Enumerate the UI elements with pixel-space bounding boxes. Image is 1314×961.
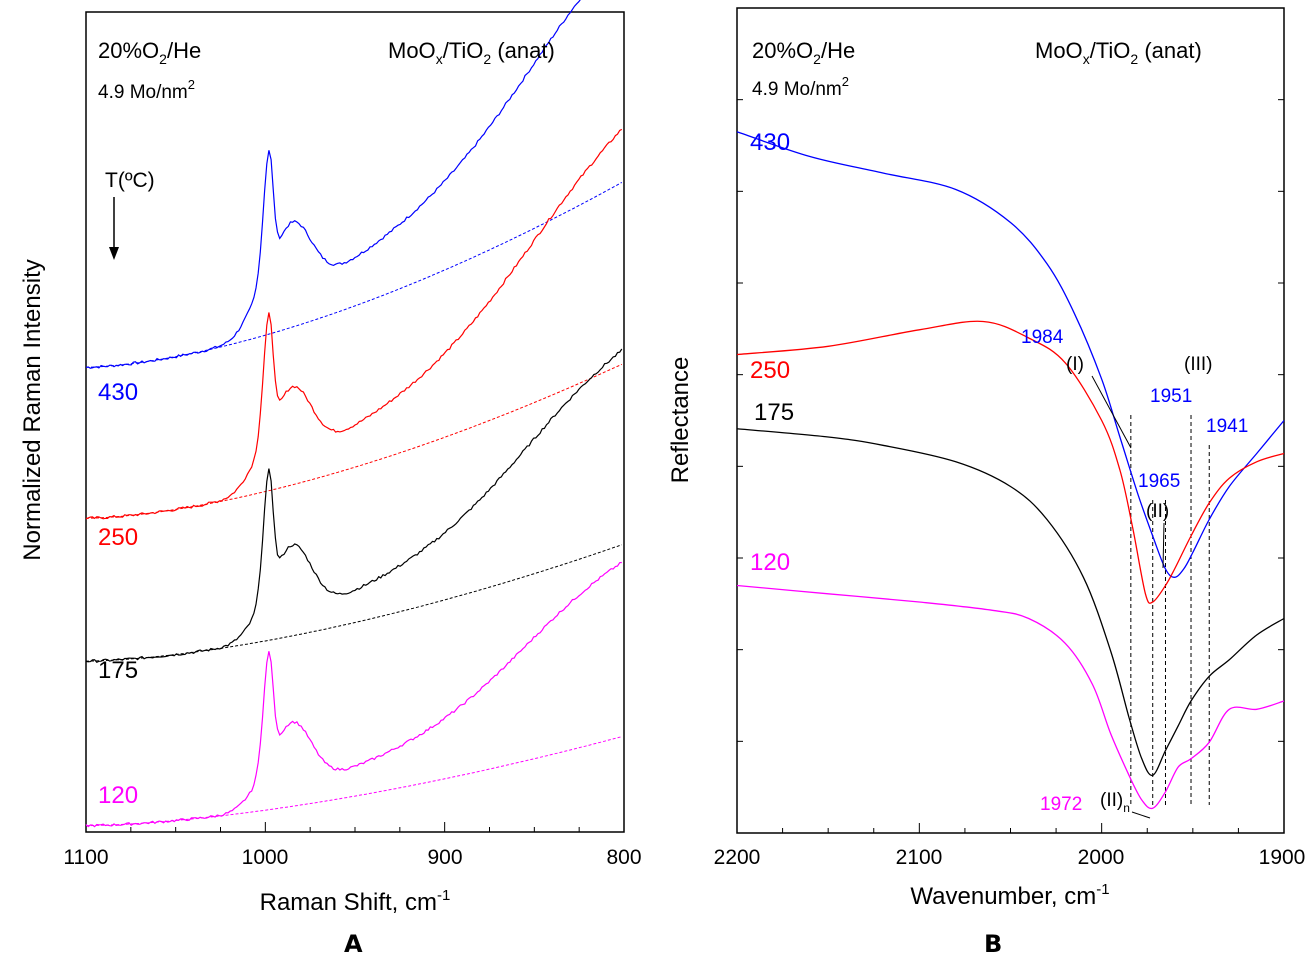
- panel-a-series-label-120: 120: [98, 782, 138, 809]
- panel-a-series-label-175: 175: [98, 657, 138, 684]
- panel-a-ticks: [85, 822, 625, 832]
- panel-a-spectrum-120: [85, 561, 622, 828]
- annotation-band-iin-leader: [1131, 811, 1151, 819]
- panel-a-spectrum-250: [85, 128, 623, 520]
- panel-a-series-label-250: 250: [98, 524, 138, 551]
- panel-b-spectrum-120: [736, 584, 1285, 810]
- panel-b-plot-frame: [736, 7, 1285, 834]
- annotation-1984: 1984: [1021, 327, 1064, 348]
- panel-a-tick-label-900: 900: [427, 846, 462, 869]
- panel-a-baseline-250: [85, 363, 623, 519]
- panel-a-x-axis-title: Raman Shift, cm-1: [260, 887, 451, 916]
- annotation-1941: 1941: [1206, 416, 1248, 437]
- panel-b-tick-label-2100: 2100: [896, 846, 943, 869]
- panel-a: 1100 1000 900 800 Raman Shift, cm-1 Norm…: [19, 0, 642, 916]
- annotation-band-iii: (III): [1184, 354, 1213, 375]
- panel-b-series-label-250: 250: [750, 357, 790, 384]
- panel-label-b: B: [984, 930, 1003, 958]
- panel-b-tick-label-2200: 2200: [714, 846, 761, 869]
- panel-a-condition: 20%O2/He: [98, 38, 201, 67]
- panel-a-tick-label-1100: 1100: [63, 846, 108, 869]
- panel-a-loading: 4.9 Mo/nm2: [98, 77, 195, 103]
- panel-b-loading: 4.9 Mo/nm2: [752, 74, 849, 100]
- panel-b-condition: 20%O2/He: [752, 38, 855, 67]
- panel-b-series-label-120: 120: [750, 549, 790, 576]
- panel-b: 2200 2100 2000 1900 Wavenumber, cm-1 Ref…: [667, 7, 1306, 910]
- annotation-1965: 1965: [1138, 471, 1180, 492]
- panel-b-ticks: [736, 99, 1285, 833]
- temperature-arrow-head: [109, 247, 119, 260]
- panel-b-spectrum-250: [736, 320, 1285, 604]
- panel-b-series: [736, 131, 1285, 810]
- annotation-1972: 1972: [1040, 794, 1082, 815]
- panel-b-tick-label-2000: 2000: [1078, 846, 1125, 869]
- annotation-1951: 1951: [1150, 386, 1192, 407]
- panel-a-y-axis-title: Normalized Raman Intensity: [19, 259, 46, 560]
- panel-a-temperature-label: T(ºC): [105, 169, 155, 192]
- panel-label-a: A: [344, 930, 363, 958]
- panel-a-plot-frame: [85, 11, 625, 833]
- panel-b-reference-lines: [1130, 415, 1210, 805]
- panel-b-sample: MoOx/TiO2 (anat): [1035, 38, 1202, 67]
- panel-a-baseline-120: [86, 736, 622, 827]
- annotation-band-i: (I): [1066, 354, 1084, 375]
- panel-a-series: [85, 0, 623, 828]
- annotation-band-ii-leader: [1162, 522, 1165, 569]
- panel-b-x-axis-title: Wavenumber, cm-1: [910, 881, 1109, 910]
- panel-a-spectrum-430: [85, 0, 581, 369]
- panel-a-tick-label-1000: 1000: [242, 846, 289, 869]
- panel-b-y-axis-title: Reflectance: [667, 357, 694, 484]
- panel-a-baseline-175: [86, 544, 622, 662]
- panel-b-tick-label-1900: 1900: [1259, 846, 1306, 869]
- panel-b-spectrum-175: [736, 428, 1285, 777]
- panel-b-spectrum-430: [736, 131, 1285, 578]
- panel-b-series-label-430: 430: [750, 129, 790, 156]
- annotation-band-ii: (II): [1146, 501, 1169, 522]
- panel-b-series-label-175: 175: [754, 399, 794, 426]
- panel-a-baseline-430: [86, 181, 623, 368]
- panel-a-sample: MoOx/TiO2 (anat): [388, 38, 555, 67]
- panel-a-tick-label-800: 800: [606, 846, 641, 869]
- annotation-band-iin: (II)n: [1100, 790, 1130, 815]
- panel-a-spectrum-175: [85, 348, 623, 664]
- panel-a-series-label-430: 430: [98, 379, 138, 406]
- annotation-band-i-leader: [1091, 375, 1132, 449]
